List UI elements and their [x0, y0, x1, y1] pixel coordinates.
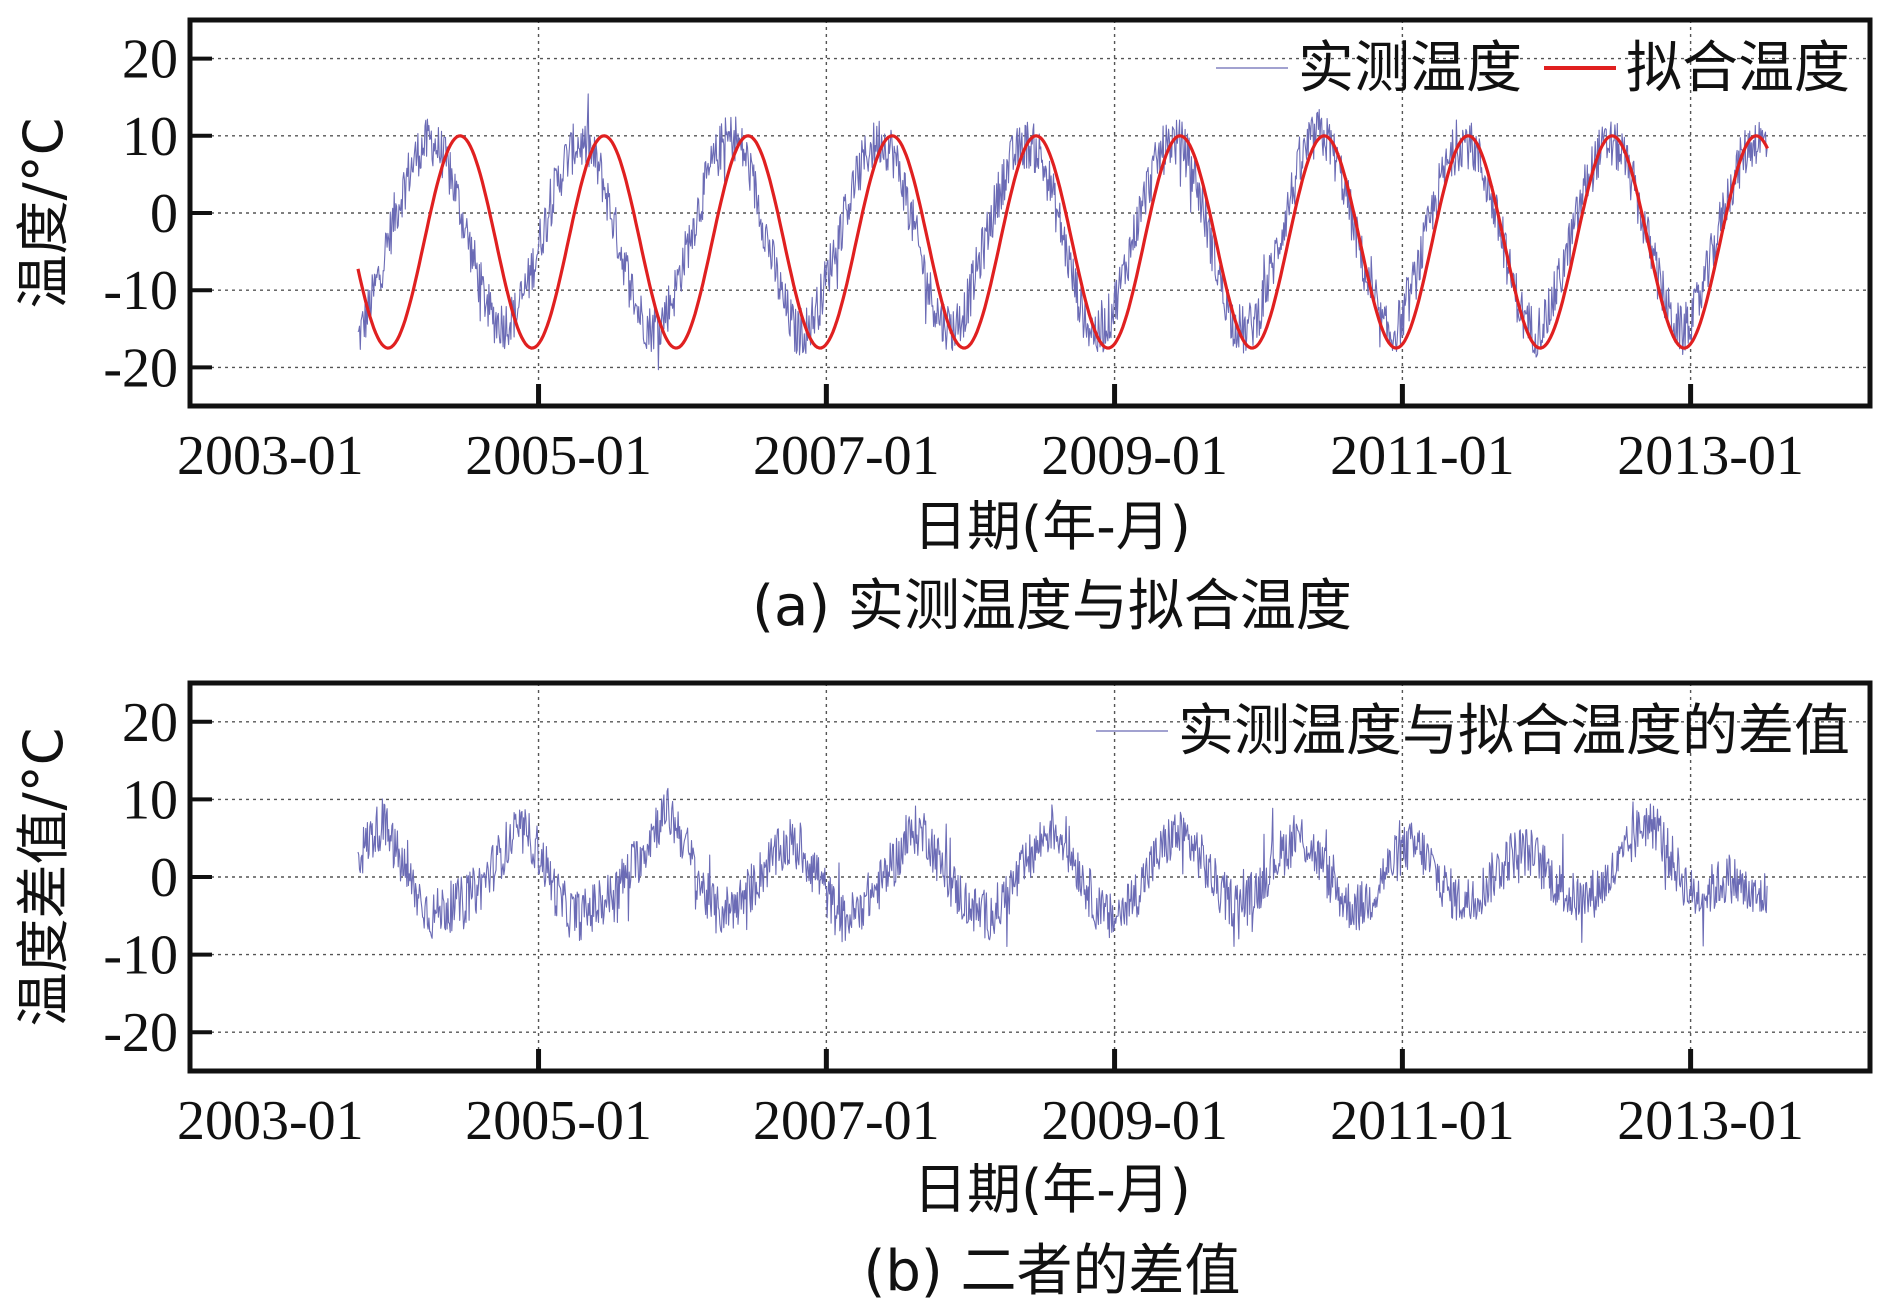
panel-b-caption: (b) 二者的差值	[863, 1239, 1240, 1304]
panel-a-caption: (a) 实测温度与拟合温度	[752, 574, 1352, 639]
y-tick-label: -10	[103, 260, 178, 322]
y-tick-label: 10	[122, 769, 178, 831]
panel-a-chart: 20 10 0 -10 -20 2003-01 2005-01 2007-01 2009-01 2…	[12, 17, 1873, 639]
x-tick-label: 2011-01	[1330, 425, 1515, 487]
panel-a-ylabel: 温度/°C	[12, 118, 75, 309]
y-tick-label: 20	[122, 692, 178, 754]
panel-a-legend: 拟合温度 实测温度	[1216, 36, 1850, 101]
panel-b-chart: 20 10 0 -10 -20 2003-01 2005-01 2007-01 2009-01 2…	[12, 680, 1873, 1304]
x-tick-label: 2005-01	[465, 1090, 652, 1152]
panel-a-gridlines	[190, 20, 1870, 406]
panel-a-plot-area	[356, 93, 1769, 371]
x-tick-label: 2009-01	[1041, 425, 1228, 487]
x-tick-label: 2009-01	[1041, 1090, 1228, 1152]
y-tick-label: 0	[150, 847, 178, 909]
y-tick-label: 10	[122, 106, 178, 168]
x-tick-label: 2013-01	[1617, 425, 1804, 487]
x-tick-label: 2005-01	[465, 425, 652, 487]
panel-b-legend: 实测温度与拟合温度的差值	[1096, 699, 1850, 764]
y-tick-label: -20	[103, 1002, 178, 1064]
series-line-measured	[357, 787, 1768, 948]
panel-b-ticks: 20 10 0 -10 -20 2003-01 2005-01 2007-01 2009-01 2…	[103, 692, 1804, 1152]
x-tick-label: 2003-01	[177, 425, 364, 487]
x-tick-label: 2007-01	[753, 425, 940, 487]
x-tick-label: 2003-01	[177, 1090, 364, 1152]
panel-a-xlabel: 日期(年-月)	[913, 495, 1191, 558]
panel-a-ticks: 20 10 0 -10 -20 2003-01 2005-01 2007-01 2009-01 2…	[103, 29, 1804, 487]
panel-b-xlabel: 日期(年-月)	[913, 1158, 1191, 1221]
legend-label: 实测温度	[1298, 36, 1522, 101]
x-tick-label: 2011-01	[1330, 1090, 1515, 1152]
legend-label: 拟合温度	[1626, 36, 1850, 101]
x-tick-label: 2013-01	[1617, 1090, 1804, 1152]
panel-b-ylabel: 温度差值/°C	[12, 728, 75, 1027]
legend-label: 实测温度与拟合温度的差值	[1178, 699, 1850, 764]
y-tick-label: -20	[103, 337, 178, 399]
x-tick-label: 2007-01	[753, 1090, 940, 1152]
y-tick-label: 0	[150, 183, 178, 245]
panel-b-plot-area	[357, 787, 1768, 948]
y-tick-label: 20	[122, 29, 178, 91]
series-line-fit	[356, 134, 1769, 350]
y-tick-label: -10	[103, 925, 178, 987]
